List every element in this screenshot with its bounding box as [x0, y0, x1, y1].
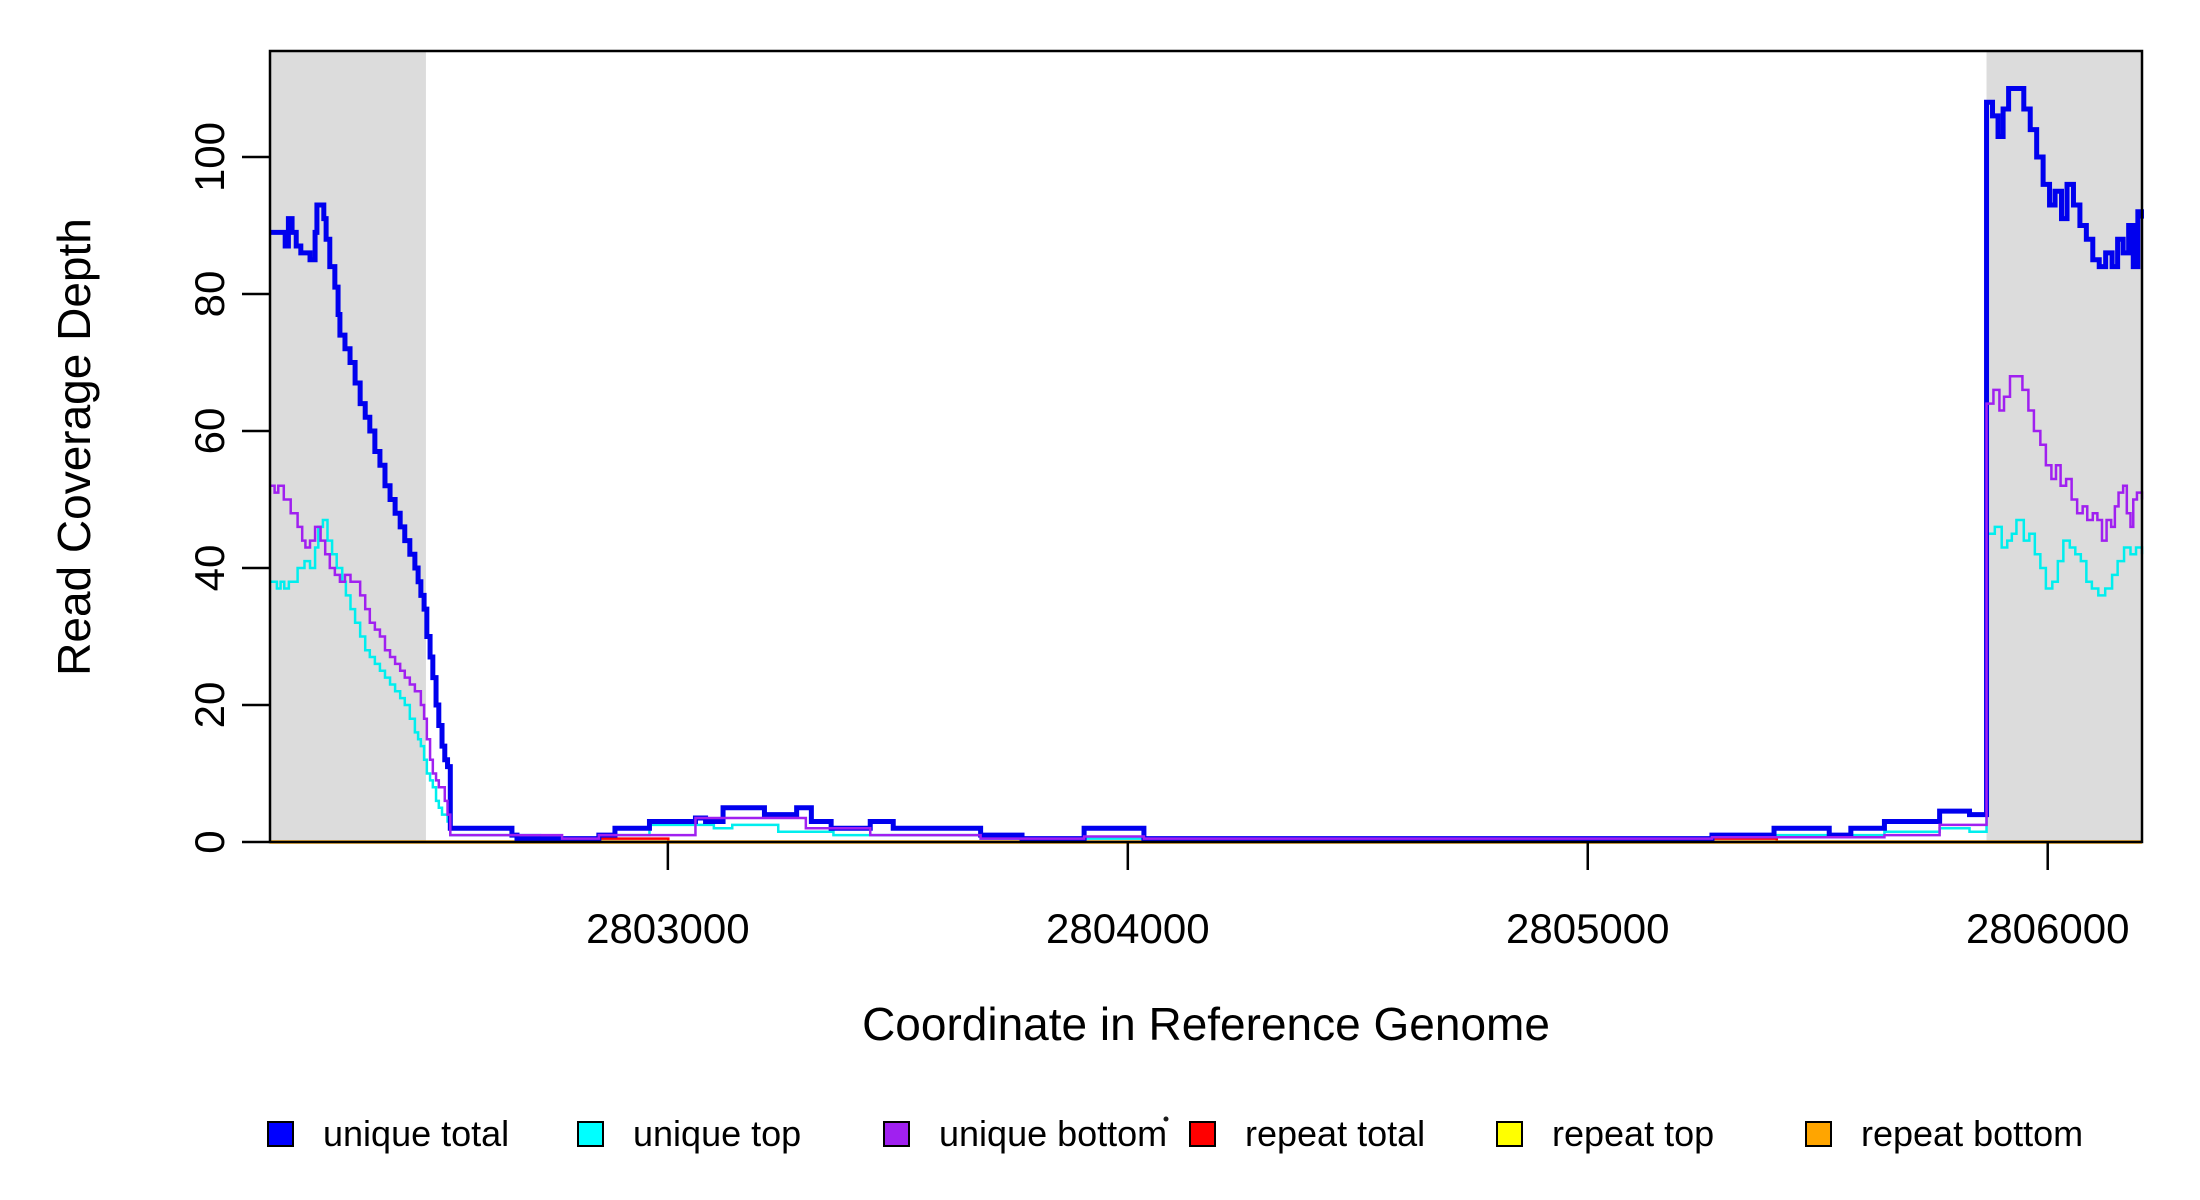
- plot-frame: [268, 49, 2144, 844]
- series-line-unique-bottom: [270, 374, 2144, 840]
- x-tick-label: 2806000: [1966, 905, 2130, 952]
- shaded-repeat-region: [1986, 51, 2142, 842]
- y-tick-label: 40: [186, 545, 233, 592]
- legend-swatch: [267, 1121, 294, 1147]
- x-axis-title: Coordinate in Reference Genome: [862, 998, 1550, 1050]
- legend-swatch: [1189, 1121, 1216, 1147]
- shaded-repeat-region: [270, 51, 426, 842]
- legend-label: repeat top: [1552, 1113, 1714, 1154]
- y-axis-title: Read Coverage Depth: [48, 218, 100, 676]
- y-tick-label: 80: [186, 271, 233, 318]
- legend-label: repeat total: [1245, 1113, 1425, 1154]
- x-tick-label: 2804000: [1046, 905, 1210, 952]
- x-axis-ticks: 2803000 2804000 2805000 2806000: [586, 842, 2129, 952]
- x-tick-label: 2803000: [586, 905, 750, 952]
- legend-item-repeat-bottom: repeat bottom: [1805, 1113, 2083, 1154]
- legend-swatch: [1496, 1121, 1523, 1147]
- legend-swatch: [1805, 1121, 1832, 1147]
- legend-swatch: [577, 1121, 604, 1147]
- series-line-unique-total: [270, 86, 2144, 842]
- legend: unique total unique top unique bottom repea…: [267, 1113, 2083, 1154]
- y-tick-label: 100: [186, 122, 233, 192]
- x-tick-label: 2805000: [1506, 905, 1670, 952]
- y-axis-ticks: 0 20 40 60 80 100: [186, 122, 270, 854]
- y-tick-label: 20: [186, 682, 233, 729]
- legend-swatch: [883, 1121, 910, 1147]
- legend-label: repeat bottom: [1861, 1113, 2083, 1154]
- series-line-unique-top: [270, 518, 2144, 840]
- y-tick-label: 60: [186, 408, 233, 455]
- legend-item-repeat-top: repeat top: [1496, 1113, 1714, 1154]
- legend-item-unique-top: unique top: [577, 1113, 801, 1154]
- legend-label: unique total: [323, 1113, 509, 1154]
- legend-item-repeat-total: repeat total: [1189, 1113, 1425, 1154]
- legend-label: unique bottom: [939, 1113, 1167, 1154]
- repeat-region-shading: [270, 51, 2142, 842]
- coverage-series-lines: [270, 86, 2144, 844]
- legend-item-unique-total: unique total: [267, 1113, 509, 1154]
- y-tick-label: 0: [186, 830, 233, 853]
- stray-dot-artifact: [1163, 1116, 1169, 1122]
- legend-label: unique top: [633, 1113, 801, 1154]
- legend-item-unique-bottom: unique bottom: [883, 1113, 1167, 1154]
